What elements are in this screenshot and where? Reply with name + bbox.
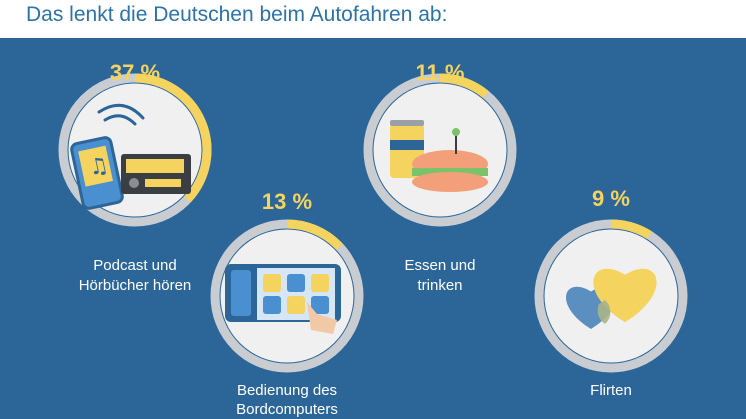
donut-value-arc xyxy=(286,219,343,250)
category-label-line: Flirten xyxy=(590,382,632,399)
category-label-line: trinken xyxy=(417,277,463,294)
donut-item xyxy=(534,219,688,373)
donut-item xyxy=(363,73,517,227)
value-label: 9 % xyxy=(592,186,630,211)
touchscreen-bordcomputer-icon xyxy=(225,264,341,334)
value-label: 13 % xyxy=(261,189,313,214)
value-label: 11 % xyxy=(415,60,465,85)
page-title: Das lenkt die Deutschen beim Autofahren … xyxy=(26,3,448,26)
donut-value-arc xyxy=(439,73,489,99)
two-hearts-icon xyxy=(566,268,657,329)
category-label-line: Hörbücher hören xyxy=(78,277,192,294)
category-label-line: Bordcomputers xyxy=(236,401,338,418)
value-label: 37 % xyxy=(109,60,161,85)
category-label: Podcast und Hörbücher hören xyxy=(45,256,225,296)
donut-value-arc xyxy=(610,219,652,240)
donut-value-arc xyxy=(134,73,212,203)
donut-item: ♫ xyxy=(58,73,212,227)
category-label-line: Podcast und xyxy=(93,257,177,274)
donut-item xyxy=(210,219,364,373)
category-label: Bedienung des Bordcomputers xyxy=(197,381,377,419)
category-label: Essen und trinken xyxy=(350,256,530,296)
category-label: Flirten xyxy=(521,381,701,401)
phone-and-car-radio-icon: ♫ xyxy=(70,103,191,210)
category-label-line: Bedienung des xyxy=(236,382,338,399)
category-label-line: Essen und xyxy=(404,257,476,274)
drink-can-and-sandwich-icon xyxy=(390,120,488,192)
